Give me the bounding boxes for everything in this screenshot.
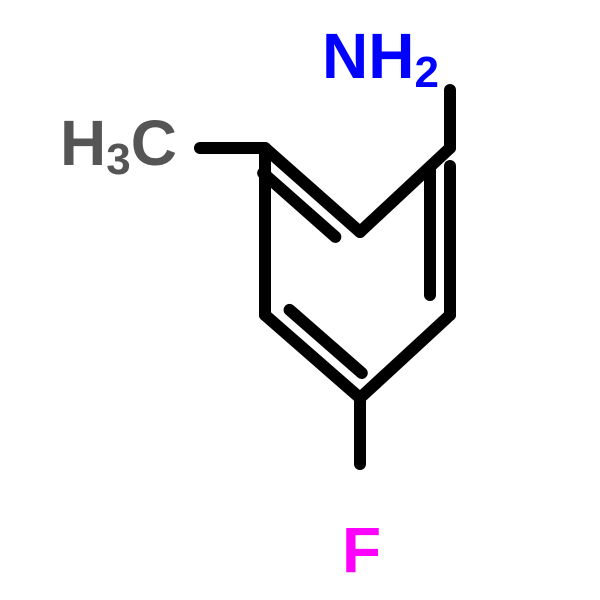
fluorine-label: F [342,514,381,586]
molecule-diagram: NH2 H3C F [0,0,600,600]
amine-label: NH2 [322,20,439,97]
methyl-label: H3C [60,107,177,184]
